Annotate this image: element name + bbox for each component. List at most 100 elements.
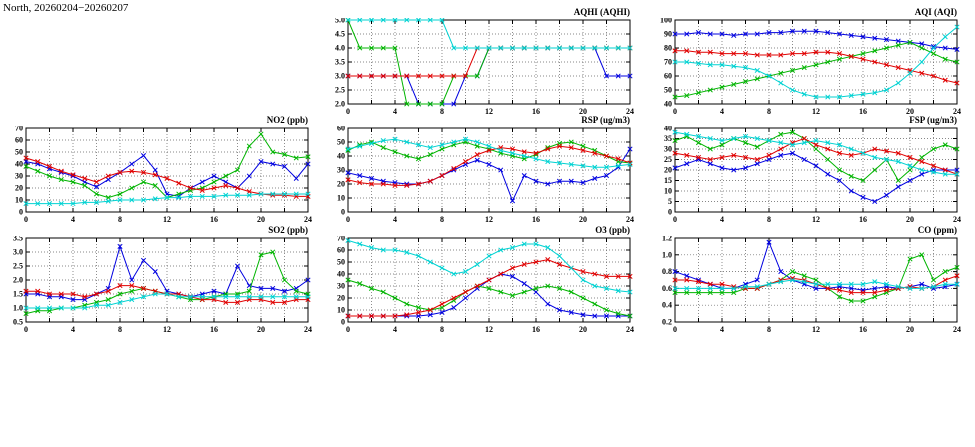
svg-text:40: 40 bbox=[664, 100, 672, 109]
svg-text:24: 24 bbox=[953, 325, 961, 334]
svg-text:4: 4 bbox=[393, 107, 397, 116]
svg-text:24: 24 bbox=[953, 107, 961, 116]
svg-text:2.5: 2.5 bbox=[335, 86, 345, 95]
svg-text:0: 0 bbox=[346, 325, 350, 334]
svg-text:10: 10 bbox=[337, 306, 345, 315]
svg-text:50: 50 bbox=[337, 138, 345, 147]
svg-text:0: 0 bbox=[668, 208, 672, 217]
svg-text:24: 24 bbox=[626, 107, 634, 116]
svg-text:40: 40 bbox=[337, 152, 345, 161]
svg-text:1.0: 1.0 bbox=[662, 250, 672, 259]
svg-text:12: 12 bbox=[812, 325, 820, 334]
svg-text:100: 100 bbox=[660, 18, 672, 25]
chart-rsp: RSP (ug/m3) 0 10 20 30 40 50 60 0 4 8 12 16 20 24 bbox=[322, 114, 634, 224]
svg-text:20: 20 bbox=[337, 294, 345, 303]
svg-text:0.2: 0.2 bbox=[662, 318, 672, 327]
svg-text:3.5: 3.5 bbox=[335, 58, 345, 67]
svg-text:1.0: 1.0 bbox=[13, 304, 23, 313]
svg-text:90: 90 bbox=[664, 30, 672, 39]
svg-text:25: 25 bbox=[664, 155, 672, 164]
chart-fsp: FSP (ug/m3) 0 5 10 15 20 25 30 35 40 0 4 8 12 16 20 24 bbox=[649, 114, 961, 224]
chart-canvas-so2: 0.5 1.0 1.5 2.0 2.5 3.0 3.5 0 4 8 12 16 20 24 bbox=[13, 236, 312, 334]
svg-text:0: 0 bbox=[24, 215, 28, 224]
chart-aqi: AQI (AQI) 40 50 60 70 80 90 100 0 4 8 12 16 20 24 bbox=[649, 6, 961, 116]
svg-text:4.0: 4.0 bbox=[335, 44, 345, 53]
svg-text:60: 60 bbox=[337, 126, 345, 133]
svg-text:4: 4 bbox=[720, 325, 724, 334]
svg-text:0.6: 0.6 bbox=[662, 284, 672, 293]
svg-text:2.0: 2.0 bbox=[13, 276, 23, 285]
chart-title-rsp: RSP (ug/m3) bbox=[581, 115, 630, 125]
svg-text:20: 20 bbox=[579, 107, 587, 116]
chart-plot-co: 0.2 0.4 0.6 0.8 1.0 1.2 0 4 8 12 16 20 24 bbox=[649, 236, 961, 334]
svg-text:40: 40 bbox=[337, 270, 345, 279]
svg-text:0: 0 bbox=[673, 215, 677, 224]
svg-text:30: 30 bbox=[337, 166, 345, 175]
svg-text:2.5: 2.5 bbox=[13, 262, 23, 271]
svg-text:24: 24 bbox=[304, 325, 312, 334]
chart-title-no2: NO2 (ppb) bbox=[266, 115, 308, 125]
svg-text:12: 12 bbox=[812, 107, 820, 116]
svg-text:16: 16 bbox=[210, 325, 218, 334]
svg-text:16: 16 bbox=[532, 215, 540, 224]
page-title: North, 20260204−20260207 bbox=[3, 2, 129, 14]
svg-text:1.2: 1.2 bbox=[662, 236, 672, 243]
svg-text:60: 60 bbox=[337, 246, 345, 255]
svg-text:12: 12 bbox=[163, 325, 171, 334]
svg-text:70: 70 bbox=[664, 58, 672, 67]
svg-text:16: 16 bbox=[210, 215, 218, 224]
svg-text:16: 16 bbox=[859, 107, 867, 116]
svg-text:20: 20 bbox=[579, 215, 587, 224]
svg-text:20: 20 bbox=[15, 184, 23, 193]
svg-text:80: 80 bbox=[664, 44, 672, 53]
chart-canvas-co: 0.2 0.4 0.6 0.8 1.0 1.2 0 4 8 12 16 20 24 bbox=[662, 236, 961, 334]
svg-text:15: 15 bbox=[664, 176, 672, 185]
svg-text:0: 0 bbox=[341, 318, 345, 327]
svg-text:24: 24 bbox=[953, 215, 961, 224]
svg-text:12: 12 bbox=[485, 215, 493, 224]
svg-text:16: 16 bbox=[859, 325, 867, 334]
svg-text:0: 0 bbox=[341, 208, 345, 217]
svg-text:0: 0 bbox=[24, 325, 28, 334]
chart-no2: NO2 (ppb) 0 10 20 30 40 50 60 70 0 4 8 12 16 20 24 bbox=[0, 114, 312, 224]
svg-text:4: 4 bbox=[71, 325, 75, 334]
svg-text:20: 20 bbox=[579, 325, 587, 334]
svg-text:4: 4 bbox=[720, 215, 724, 224]
svg-text:0: 0 bbox=[673, 107, 677, 116]
svg-text:30: 30 bbox=[15, 172, 23, 181]
chart-title-aqhi: AQHI (AQHI) bbox=[573, 7, 630, 17]
chart-plot-o3: 0 10 20 30 40 50 60 70 0 4 8 12 16 20 24 bbox=[322, 236, 634, 334]
svg-text:8: 8 bbox=[440, 107, 444, 116]
svg-text:20: 20 bbox=[257, 325, 265, 334]
svg-text:30: 30 bbox=[664, 145, 672, 154]
chart-canvas-aqi: 40 50 60 70 80 90 100 0 4 8 12 16 20 24 bbox=[660, 18, 961, 116]
svg-text:10: 10 bbox=[337, 194, 345, 203]
chart-plot-aqi: 40 50 60 70 80 90 100 0 4 8 12 16 20 24 bbox=[649, 18, 961, 116]
svg-text:20: 20 bbox=[337, 180, 345, 189]
svg-text:10: 10 bbox=[664, 187, 672, 196]
chart-canvas-no2: 0 10 20 30 40 50 60 70 0 4 8 12 16 20 24 bbox=[15, 126, 312, 224]
svg-text:3.0: 3.0 bbox=[13, 248, 23, 257]
svg-text:40: 40 bbox=[15, 160, 23, 169]
svg-text:50: 50 bbox=[15, 148, 23, 157]
svg-text:4.5: 4.5 bbox=[335, 30, 345, 39]
svg-text:8: 8 bbox=[767, 325, 771, 334]
chart-aqhi: AQHI (AQHI) 2.0 2.5 3.0 3.5 4.0 4.5 5.0 0 4 8 12 16… bbox=[322, 6, 634, 116]
svg-text:20: 20 bbox=[906, 215, 914, 224]
svg-text:12: 12 bbox=[812, 215, 820, 224]
svg-text:16: 16 bbox=[532, 107, 540, 116]
chart-canvas-rsp: 0 10 20 30 40 50 60 0 4 8 12 16 20 24 bbox=[337, 126, 634, 224]
svg-text:16: 16 bbox=[532, 325, 540, 334]
svg-text:5: 5 bbox=[668, 197, 672, 206]
svg-text:4: 4 bbox=[393, 215, 397, 224]
svg-text:70: 70 bbox=[15, 126, 23, 133]
svg-text:0: 0 bbox=[346, 215, 350, 224]
svg-text:4: 4 bbox=[71, 215, 75, 224]
svg-text:12: 12 bbox=[485, 325, 493, 334]
svg-text:24: 24 bbox=[626, 325, 634, 334]
chart-o3: O3 (ppb) 0 10 20 30 40 50 60 70 0 4 8 12 16 20 24 bbox=[322, 224, 634, 334]
svg-text:8: 8 bbox=[118, 325, 122, 334]
svg-text:20: 20 bbox=[664, 166, 672, 175]
svg-text:1.5: 1.5 bbox=[13, 290, 23, 299]
